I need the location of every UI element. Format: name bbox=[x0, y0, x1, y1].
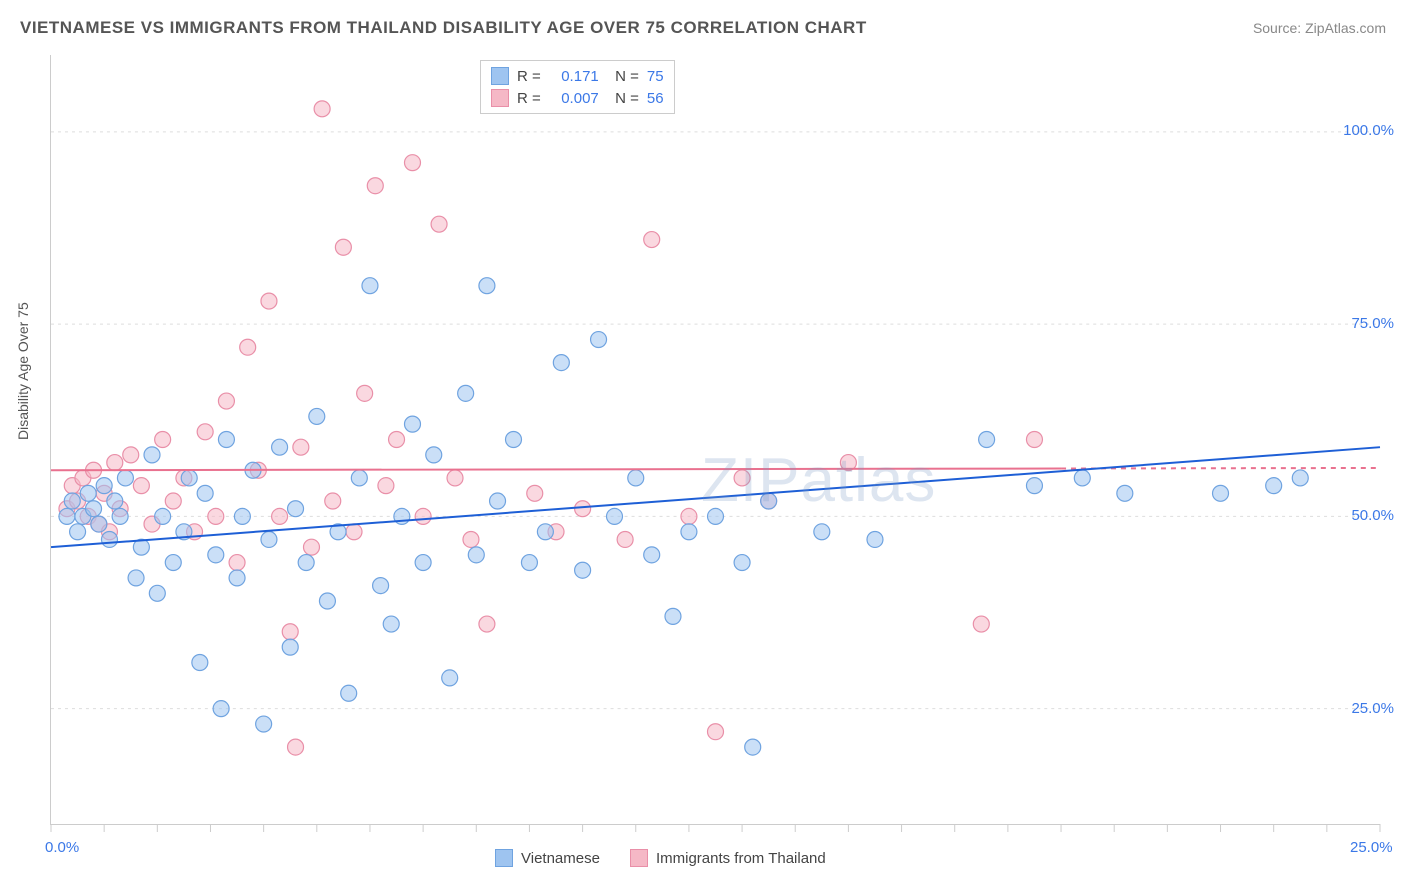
legend-swatch bbox=[491, 67, 509, 85]
r-value: 0.007 bbox=[549, 90, 599, 107]
legend-series-label: Vietnamese bbox=[521, 850, 600, 867]
r-label: R = bbox=[517, 90, 541, 107]
y-axis-label: Disability Age Over 75 bbox=[15, 302, 31, 440]
y-tick-label: 50.0% bbox=[1351, 507, 1394, 524]
n-value: 56 bbox=[647, 90, 664, 107]
n-label: N = bbox=[607, 90, 639, 107]
y-tick-label: 25.0% bbox=[1351, 700, 1394, 717]
legend-swatch bbox=[495, 849, 513, 867]
legend-stat-row: R = 0.171 N = 75 bbox=[491, 65, 664, 87]
legend-stat-row: R = 0.007 N = 56 bbox=[491, 87, 664, 109]
y-tick-label: 100.0% bbox=[1343, 122, 1394, 139]
x-tick-label-left: 0.0% bbox=[45, 839, 79, 856]
chart-title: VIETNAMESE VS IMMIGRANTS FROM THAILAND D… bbox=[20, 18, 867, 38]
legend-swatch bbox=[630, 849, 648, 867]
plot-area: ZIPatlas bbox=[50, 55, 1380, 825]
legend-swatch bbox=[491, 89, 509, 107]
legend-stats: R = 0.171 N = 75 R = 0.007 N = 56 bbox=[480, 60, 675, 114]
legend-series: Vietnamese Immigrants from Thailand bbox=[495, 849, 826, 867]
scatter-svg bbox=[51, 55, 1380, 824]
n-value: 75 bbox=[647, 68, 664, 85]
r-value: 0.171 bbox=[549, 68, 599, 85]
n-label: N = bbox=[607, 68, 639, 85]
legend-series-item: Immigrants from Thailand bbox=[630, 849, 826, 867]
chart-container: VIETNAMESE VS IMMIGRANTS FROM THAILAND D… bbox=[0, 0, 1406, 892]
r-label: R = bbox=[517, 68, 541, 85]
y-tick-label: 75.0% bbox=[1351, 315, 1394, 332]
x-tick-label-right: 25.0% bbox=[1350, 839, 1393, 856]
source-label: Source: ZipAtlas.com bbox=[1253, 20, 1386, 36]
legend-series-label: Immigrants from Thailand bbox=[656, 850, 826, 867]
legend-series-item: Vietnamese bbox=[495, 849, 600, 867]
